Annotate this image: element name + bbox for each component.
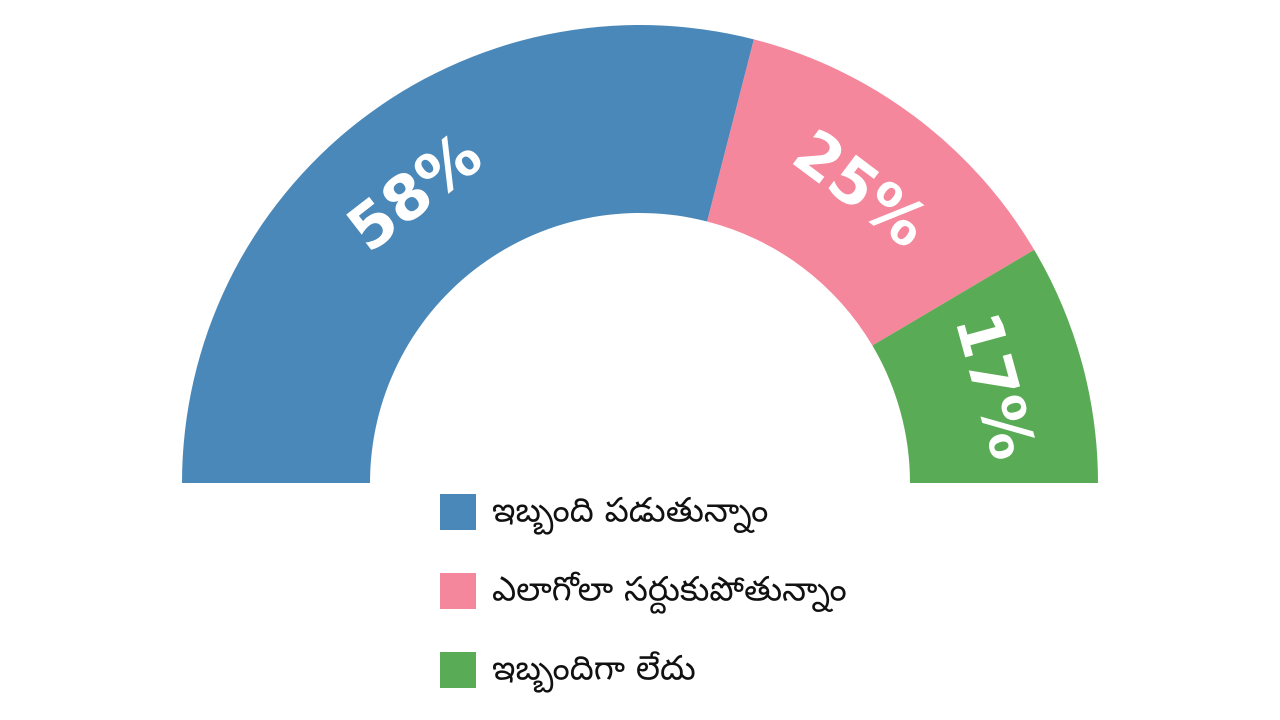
donut-segment — [872, 249, 1098, 483]
legend-swatch — [440, 494, 476, 530]
donut-segment — [707, 39, 1035, 346]
donut-segment — [182, 24, 754, 483]
legend-label: ఇబ్బంది పడుతున్నాం — [492, 491, 768, 536]
legend-swatch — [440, 573, 476, 609]
legend-swatch — [440, 652, 476, 688]
legend-label: ఇబ్బందిగా లేదు — [492, 649, 696, 694]
legend-label: ఎలాగోలా సర్దుకుపోతున్నాం — [492, 570, 847, 615]
